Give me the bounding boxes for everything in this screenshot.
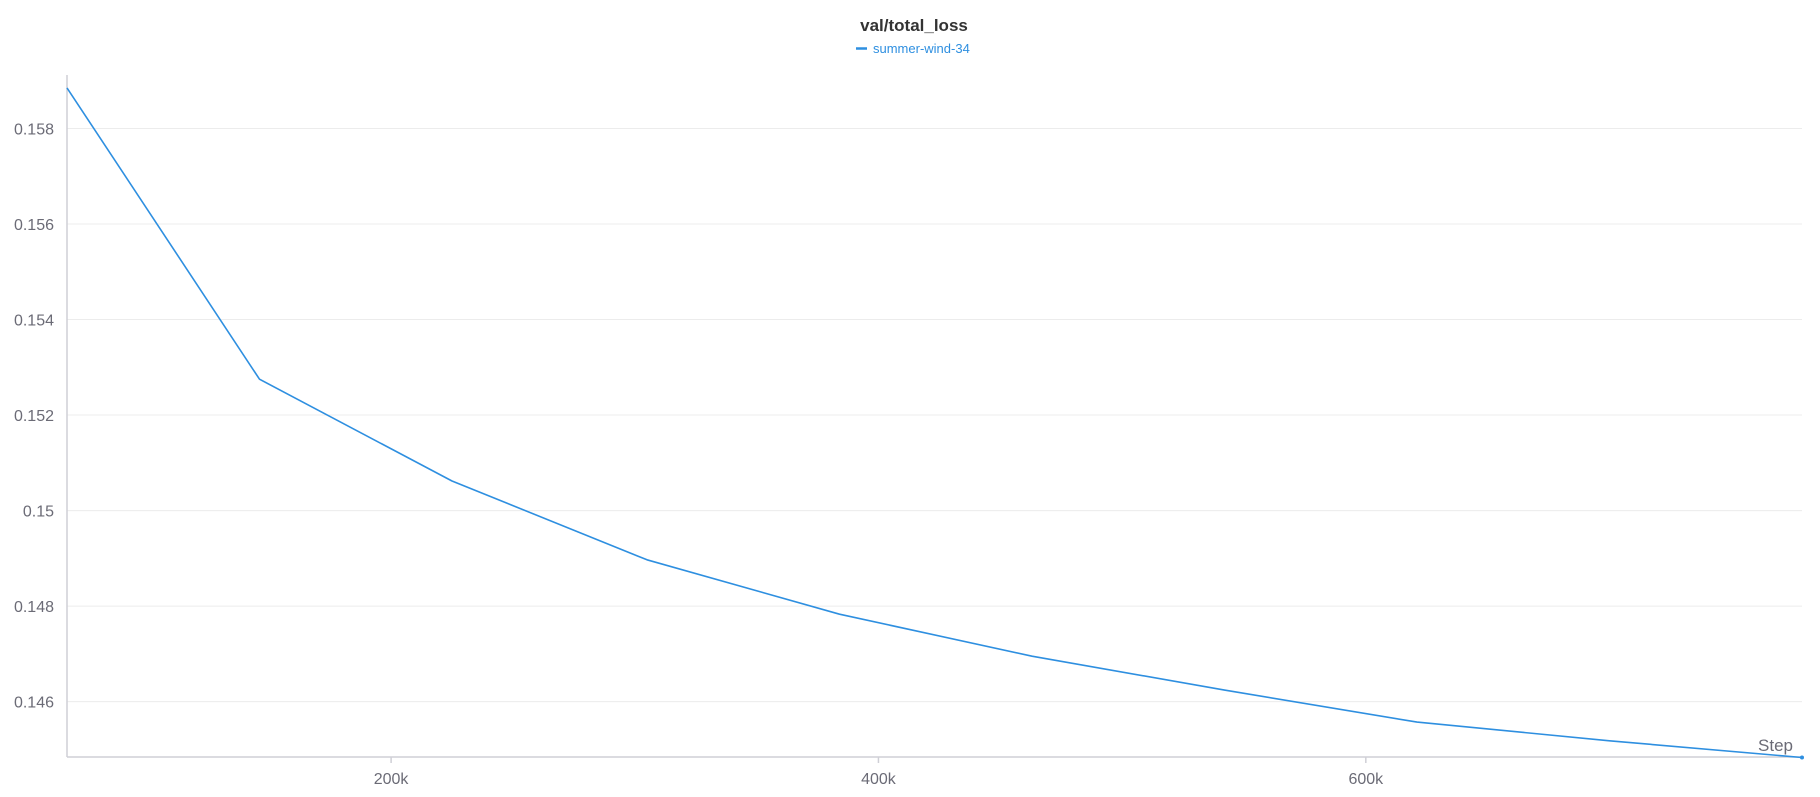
y-axis-ticks: 0.146 0.148 0.15 0.152 0.154 0.156 0.158 [14,121,54,711]
y-tick-label: 0.152 [14,408,54,425]
x-tick-label: 200k [374,771,410,788]
x-tick-label: 600k [1348,771,1384,788]
series-group[interactable] [66,87,1804,760]
y-tick-label: 0.148 [14,599,54,616]
y-tick-label: 0.154 [14,313,54,330]
series-line-summer-wind-34[interactable] [66,87,1803,759]
y-tick-label: 0.158 [14,121,54,138]
series-endpoint-marker[interactable] [1800,755,1804,760]
x-axis-ticks: 200k 400k 600k [374,757,1384,788]
legend-label-summer-wind-34: summer-wind-34 [873,41,970,56]
y-tick-label: 0.15 [23,504,54,521]
x-axis-title: Step [1758,736,1793,755]
y-tick-label: 0.146 [14,695,54,712]
y-tick-label: 0.156 [14,217,54,234]
chart-title: val/total_loss [860,16,968,35]
grid [67,127,1802,703]
x-tick-label: 400k [861,771,897,788]
legend[interactable]: summer-wind-34 [856,41,970,56]
